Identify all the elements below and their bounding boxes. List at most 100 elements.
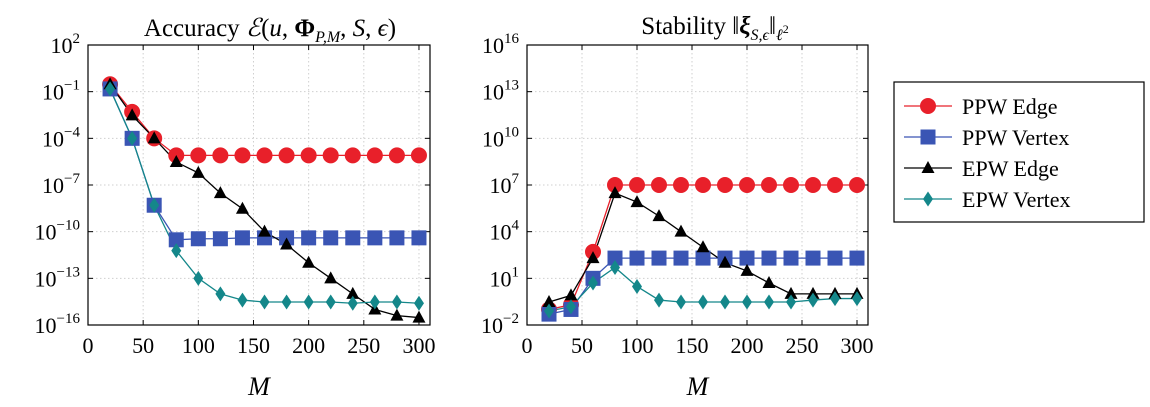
x-tick-label: 150 xyxy=(237,333,270,358)
data-point-ppw-edge xyxy=(629,177,645,193)
data-point-ppw-edge xyxy=(410,147,427,164)
data-point-epw-vertex xyxy=(610,259,620,275)
data-point-ppw-vertex xyxy=(827,250,843,266)
legend-entry-ppw-vertex: PPW Vertex xyxy=(904,125,1069,150)
y-tick-label: 10−7 xyxy=(42,171,80,198)
series-line-epw-vertex xyxy=(109,88,420,304)
data-point-epw-edge xyxy=(784,286,798,299)
data-point-epw-vertex xyxy=(764,294,774,310)
legend-label: PPW Vertex xyxy=(962,125,1069,150)
legend-entry-ppw-edge: PPW Edge xyxy=(904,94,1058,119)
data-point-epw-vertex xyxy=(127,130,138,146)
y-tick-label: 10−16 xyxy=(35,311,81,338)
data-point-ppw-vertex xyxy=(301,230,317,246)
data-point-ppw-edge xyxy=(673,177,689,193)
data-point-ppw-edge xyxy=(278,147,295,164)
y-tick-label: 101 xyxy=(490,264,520,291)
data-point-ppw-vertex xyxy=(629,250,645,266)
x-tick-label: 200 xyxy=(292,333,325,358)
data-point-epw-edge xyxy=(280,237,294,250)
data-point-epw-vertex xyxy=(325,294,336,310)
data-point-epw-vertex xyxy=(632,278,642,294)
data-point-epw-edge xyxy=(147,131,161,144)
data-point-ppw-vertex xyxy=(739,250,755,266)
chart-title: Stability ‖ξS,ϵ‖ℓ2 xyxy=(641,13,788,44)
data-point-epw-edge xyxy=(213,186,227,199)
data-point-ppw-edge xyxy=(300,147,317,164)
x-tick-label: 50 xyxy=(571,333,593,358)
data-point-epw-edge xyxy=(696,240,710,253)
y-tick-label: 1010 xyxy=(482,124,519,151)
data-point-epw-vertex xyxy=(369,294,380,310)
data-point-epw-vertex xyxy=(852,291,862,307)
x-tick-label: 250 xyxy=(786,333,819,358)
data-point-ppw-edge xyxy=(695,177,711,193)
data-point-ppw-vertex xyxy=(695,250,711,266)
y-tick-label: 102 xyxy=(51,31,81,58)
data-point-epw-vertex xyxy=(742,294,752,310)
series-line-ppw-vertex xyxy=(109,88,419,241)
x-tick-label: 50 xyxy=(132,333,154,358)
legend-marker xyxy=(923,191,933,207)
x-tick-label: 0 xyxy=(83,333,94,358)
data-point-epw-vertex xyxy=(193,270,204,286)
data-point-ppw-edge xyxy=(783,177,799,193)
data-point-ppw-edge xyxy=(190,147,207,164)
data-point-ppw-vertex xyxy=(411,230,427,246)
data-point-ppw-edge xyxy=(739,177,755,193)
data-point-ppw-edge xyxy=(805,177,821,193)
data-point-ppw-vertex xyxy=(651,250,667,266)
y-tick-label: 1016 xyxy=(482,31,520,58)
x-tick-label: 150 xyxy=(676,333,709,358)
y-tick-label: 1013 xyxy=(482,78,519,105)
x-tick-label: 100 xyxy=(182,333,215,358)
legend-label: EPW Vertex xyxy=(962,187,1071,212)
y-tick-label: 10−2 xyxy=(481,311,519,338)
data-point-ppw-edge xyxy=(827,177,843,193)
data-point-epw-edge xyxy=(762,276,776,289)
data-point-epw-vertex xyxy=(149,197,160,213)
data-point-epw-edge xyxy=(302,255,316,268)
stability-plot: 0 50 100 150 200 250 300 1016 1013 1010 107 104 101 1… xyxy=(481,13,873,401)
data-point-epw-edge xyxy=(191,165,205,178)
data-point-epw-edge xyxy=(390,308,404,321)
data-point-epw-vertex xyxy=(566,299,576,315)
y-tick-label: 107 xyxy=(490,171,520,198)
data-point-epw-vertex xyxy=(281,294,292,310)
data-point-epw-edge xyxy=(125,108,139,121)
y-tick-label: 10−10 xyxy=(35,218,80,245)
data-point-epw-vertex xyxy=(544,303,554,319)
data-point-epw-edge xyxy=(740,263,754,276)
data-point-epw-vertex xyxy=(698,294,708,310)
x-tick-label: 100 xyxy=(621,333,654,358)
data-point-epw-vertex xyxy=(237,292,248,308)
legend-label: EPW Edge xyxy=(962,156,1059,181)
data-point-ppw-vertex xyxy=(761,250,777,266)
data-point-epw-edge xyxy=(169,155,183,168)
data-point-ppw-edge xyxy=(761,177,777,193)
accuracy-plot: 0 50 100 150 200 250 300 102 10−1 10−4 10−7 10−10 10… xyxy=(35,15,436,401)
y-tick-label: 10−13 xyxy=(35,264,80,291)
data-point-epw-vertex xyxy=(588,275,598,291)
x-tick-label: 300 xyxy=(841,333,874,358)
data-point-epw-vertex xyxy=(391,294,402,310)
data-point-epw-vertex xyxy=(347,295,358,311)
data-point-epw-edge xyxy=(235,201,249,214)
data-point-ppw-edge xyxy=(256,147,273,164)
data-point-epw-edge xyxy=(346,286,360,299)
x-axis-label: M xyxy=(686,372,710,401)
y-tick-label: 10−4 xyxy=(42,124,80,151)
data-point-ppw-edge xyxy=(234,147,251,164)
data-point-epw-edge xyxy=(258,224,272,237)
data-point-epw-edge xyxy=(652,209,666,222)
legend-marker xyxy=(920,129,936,145)
chart-title: Accuracy ℰ(u, ΦP,M, S, ϵ) xyxy=(144,15,396,46)
data-point-epw-vertex xyxy=(259,294,270,310)
y-tick-label: 104 xyxy=(490,218,520,245)
x-tick-label: 0 xyxy=(522,333,533,358)
data-point-epw-edge xyxy=(674,224,688,237)
data-point-ppw-vertex xyxy=(783,250,799,266)
legend: PPW Edge PPW Vertex EPW Edge EPW Vertex xyxy=(893,81,1145,223)
data-point-epw-edge xyxy=(412,310,426,323)
